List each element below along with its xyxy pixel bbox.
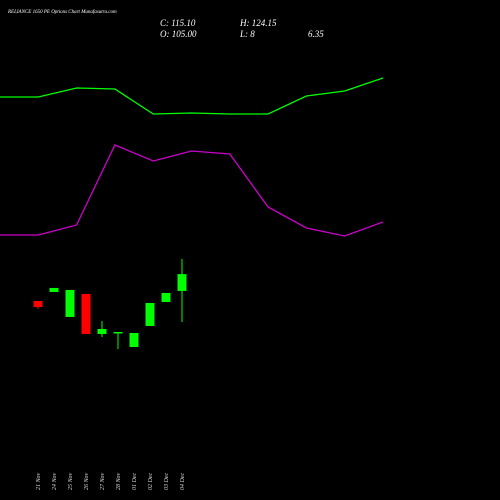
x-tick-label: 25 Nov [68,472,74,490]
x-tick-label: 01 Dec [132,473,138,490]
candle-body [65,289,75,317]
candle-body [129,332,139,347]
x-tick-label: 02 Dec [148,473,154,490]
x-tick-label: 04 Dec [179,473,186,490]
x-tick-label: 03 Dec [164,473,170,490]
x-tick-label: 28 Nov [116,472,122,490]
close-label: C: 115.10 [160,18,196,28]
low-label: 6.35 [308,29,324,39]
candle-body [33,300,43,307]
x-tick-label: 24 Nov [51,472,58,490]
indicator-line [0,77,384,115]
candle-body [161,292,171,302]
candle-body [177,274,187,291]
x-tick-label: 27 Nov [100,472,106,490]
candle-body [113,331,123,334]
candle-body [49,287,59,292]
indicator-line [0,144,384,237]
candle-body [145,302,155,326]
candle-body [81,293,91,334]
x-tick-label: 21 Nov [36,472,42,490]
open-label: O: 105.00 [160,29,197,39]
chart-title: RELIANCE 1650 PE Options Chart Munafasut… [7,10,117,15]
high-label: H: 124.15 [239,18,277,28]
candle-body [97,328,107,334]
x-tick-label: 26 Nov [84,472,90,490]
low-label: L: 8 [239,29,255,39]
